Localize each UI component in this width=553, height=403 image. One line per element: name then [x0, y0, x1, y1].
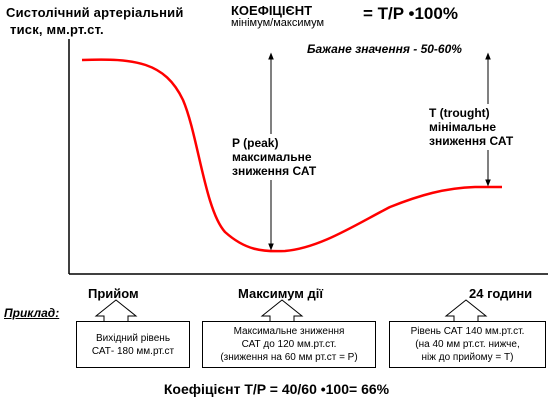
peak-label: P (peak) максимальне зниження САТ: [229, 134, 320, 180]
trough-label-line1: T (trought): [429, 106, 490, 120]
peak-label-line2: максимальне: [232, 150, 312, 164]
x-tick-24-hours: 24 години: [469, 286, 533, 301]
y-axis-title-line2: тиск, мм.рт.ст.: [10, 22, 104, 37]
info-24h-line3: ніж до прийому = T): [421, 352, 514, 363]
info-24h-line1: Рівень САТ 140 мм.рт.ст.: [410, 326, 525, 337]
coefficient-formula: = T/P •100%: [363, 4, 458, 23]
summary-formula: Коефіцієнт T/P = 40/60 •100= 66%: [163, 381, 390, 397]
info-max-line3: (зниження на 60 мм рт.ст = Р): [220, 352, 358, 363]
coefficient-subtitle: мінімум/максимум: [231, 17, 325, 29]
info-baseline-line1: Вихідний рівень: [95, 332, 171, 344]
x-tick-intake: Прийом: [88, 286, 139, 301]
arrow-baseline: [94, 299, 138, 323]
info-box-baseline: Вихідний рівень САТ- 180 мм.рт.ст: [76, 321, 190, 368]
info-max-line2: САТ до 120 мм.рт.ст.: [241, 339, 337, 350]
trough-label-line2: мінімальне: [429, 120, 497, 134]
info-box-24h: Рівень САТ 140 мм.рт.ст. (на 40 мм рт.ст…: [389, 321, 546, 368]
example-label: Приклад:: [4, 306, 60, 320]
peak-label-line1: P (peak): [232, 136, 279, 150]
blood-pressure-curve: [81, 58, 502, 253]
arrow-max-reduction: [260, 299, 304, 323]
trough-label: T (trought) мінімальне зниження САТ: [426, 104, 517, 150]
peak-label-line3: зниження САТ: [232, 164, 317, 178]
trough-label-line3: зниження САТ: [429, 134, 514, 148]
info-baseline-line2: САТ- 180 мм.рт.ст: [91, 345, 175, 357]
info-box-max-reduction: Максимальне зниження САТ до 120 мм.рт.ст…: [202, 321, 376, 368]
y-axis-title: Систолічний артеріальний тиск, мм.рт.ст.: [6, 4, 184, 38]
y-axis-title-line1: Систолічний артеріальний: [6, 5, 184, 20]
info-24h-line2: (на 40 мм рт.ст. нижче,: [415, 339, 520, 350]
coefficient-title: КОЕФІЦІЄНТ: [231, 3, 313, 18]
desired-value: Бажане значення - 50-60%: [307, 42, 462, 56]
info-max-line1: Максимальне зниження: [233, 326, 345, 337]
arrow-24h: [444, 299, 488, 323]
x-tick-max-effect: Максимум дії: [238, 286, 324, 301]
